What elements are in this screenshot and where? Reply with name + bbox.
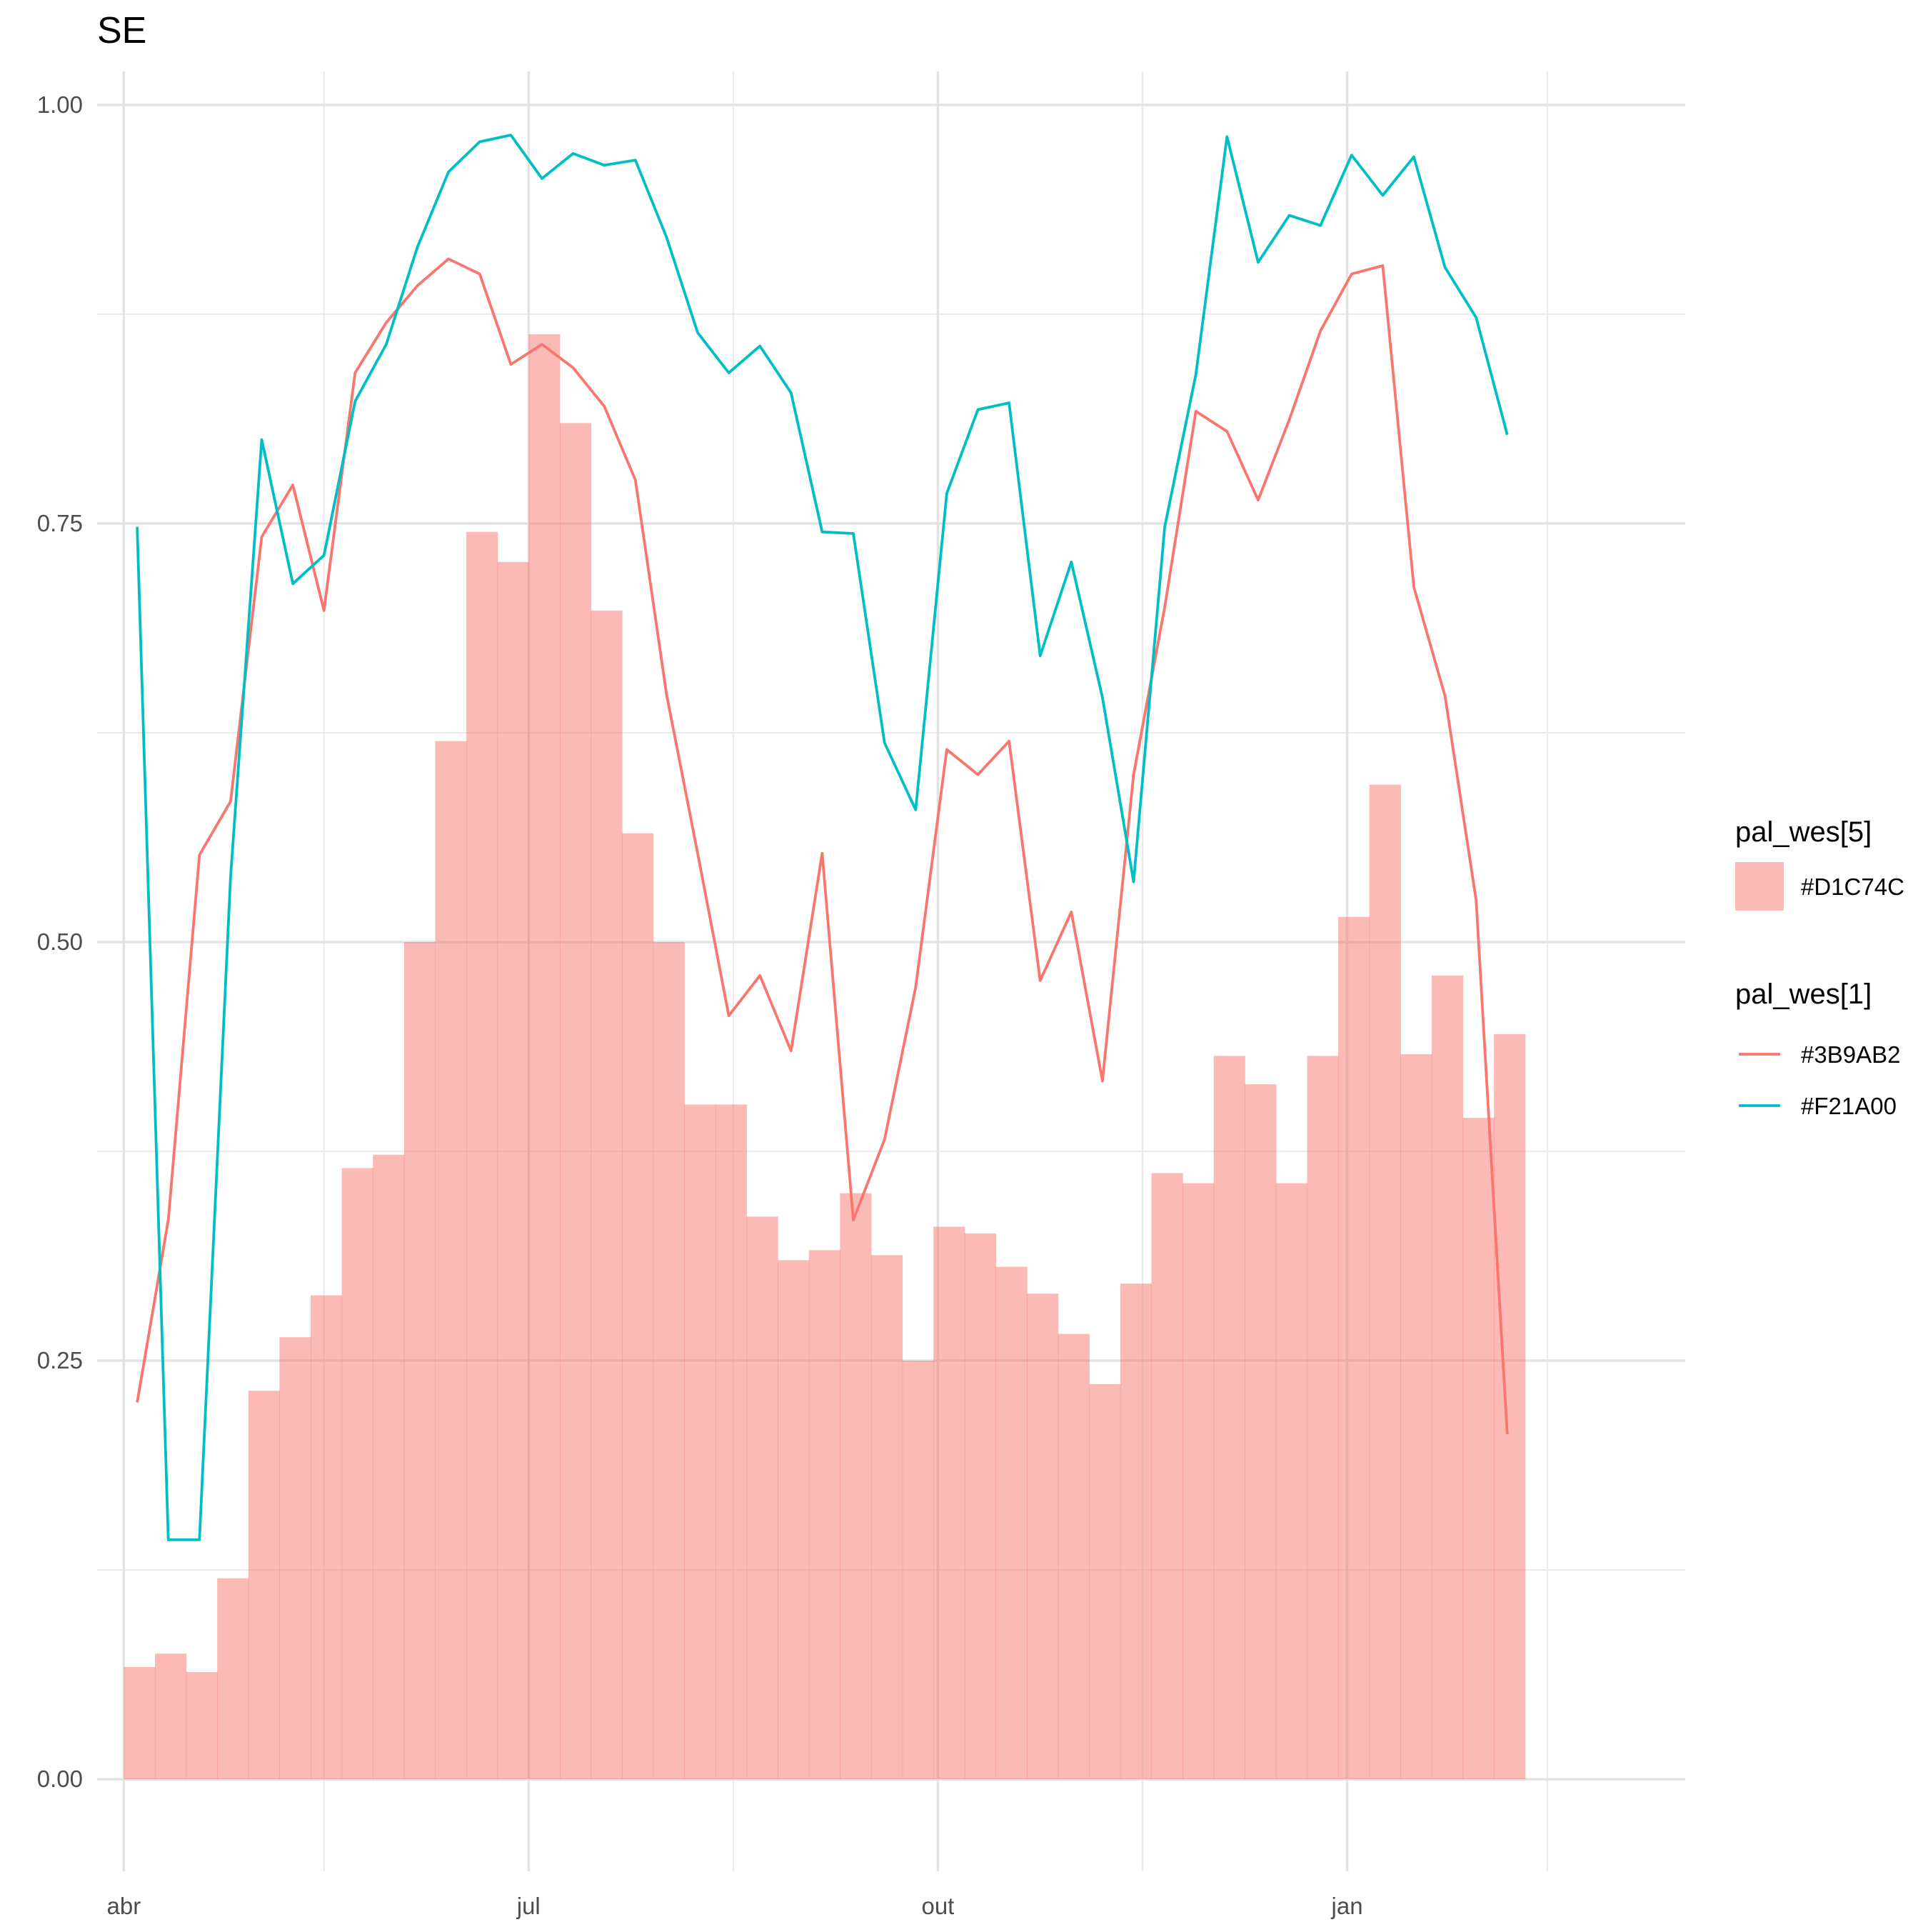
chart-title: SE — [97, 10, 146, 51]
bar — [1058, 1333, 1090, 1780]
legend-title-line: pal_wes[1] — [1735, 978, 1872, 1010]
bar — [124, 1667, 156, 1780]
bar — [217, 1578, 249, 1780]
bar — [1151, 1173, 1183, 1780]
y-tick-labels: 0.00 0.25 0.50 0.75 1.00 — [37, 91, 83, 1792]
lines — [136, 134, 1509, 1541]
legend-title-fill: pal_wes[5] — [1735, 816, 1872, 848]
legend: pal_wes[5] #D1C74C pal_wes[1] #3B9AB2 #F21A0… — [1735, 816, 1904, 1119]
x-tick-label: out — [921, 1893, 954, 1919]
bar — [497, 561, 529, 1780]
bar — [715, 1104, 748, 1780]
bar — [1183, 1183, 1215, 1780]
bar — [591, 610, 623, 1780]
bar — [248, 1391, 281, 1780]
bar — [684, 1104, 716, 1780]
bar — [1462, 1118, 1495, 1780]
bar — [964, 1233, 996, 1780]
bar — [1494, 1033, 1526, 1780]
bar — [1089, 1383, 1121, 1780]
bar — [373, 1154, 405, 1780]
bar — [435, 741, 467, 1780]
legend-key-fill — [1735, 862, 1784, 911]
y-tick-label: 0.75 — [37, 510, 83, 536]
bar — [995, 1266, 1028, 1780]
bar — [1245, 1084, 1277, 1780]
bar — [1400, 1054, 1432, 1780]
bar — [1213, 1056, 1245, 1780]
bar — [1275, 1183, 1308, 1780]
legend-label-line: #3B9AB2 — [1801, 1041, 1900, 1068]
bar — [1338, 916, 1370, 1780]
bar — [622, 833, 654, 1780]
legend-label-line: #F21A00 — [1801, 1093, 1897, 1119]
bar — [1027, 1293, 1059, 1780]
bar — [279, 1337, 311, 1780]
bar — [403, 941, 436, 1780]
bar — [528, 334, 561, 1780]
bar — [186, 1672, 218, 1780]
bar — [746, 1216, 778, 1780]
bar — [311, 1295, 343, 1780]
bar — [1307, 1056, 1339, 1780]
bar — [653, 941, 685, 1780]
bar — [559, 423, 592, 1780]
series-line-1 — [136, 134, 1509, 1541]
bar — [840, 1193, 872, 1780]
legend-label-fill: #D1C74C — [1801, 874, 1904, 900]
bar — [466, 531, 498, 1780]
bars — [124, 334, 1526, 1780]
x-tick-label: jan — [1331, 1893, 1363, 1919]
bar — [808, 1250, 840, 1780]
bar — [902, 1361, 934, 1780]
bar — [341, 1168, 373, 1780]
series-line-0 — [136, 257, 1509, 1435]
y-tick-label: 0.25 — [37, 1347, 83, 1373]
x-tick-labels: abr jul out jan — [107, 1893, 1363, 1919]
x-tick-label: jul — [516, 1893, 541, 1919]
y-tick-label: 0.50 — [37, 929, 83, 955]
bar — [1369, 784, 1401, 1780]
bar — [1431, 975, 1464, 1780]
bar — [870, 1255, 903, 1780]
y-tick-label: 1.00 — [37, 91, 83, 118]
x-tick-label: abr — [107, 1893, 141, 1919]
bar — [933, 1226, 965, 1780]
bar — [1120, 1283, 1153, 1780]
bar — [154, 1653, 187, 1780]
bar — [778, 1260, 810, 1780]
y-tick-label: 0.00 — [37, 1766, 83, 1792]
grid-minor — [97, 71, 1685, 1871]
